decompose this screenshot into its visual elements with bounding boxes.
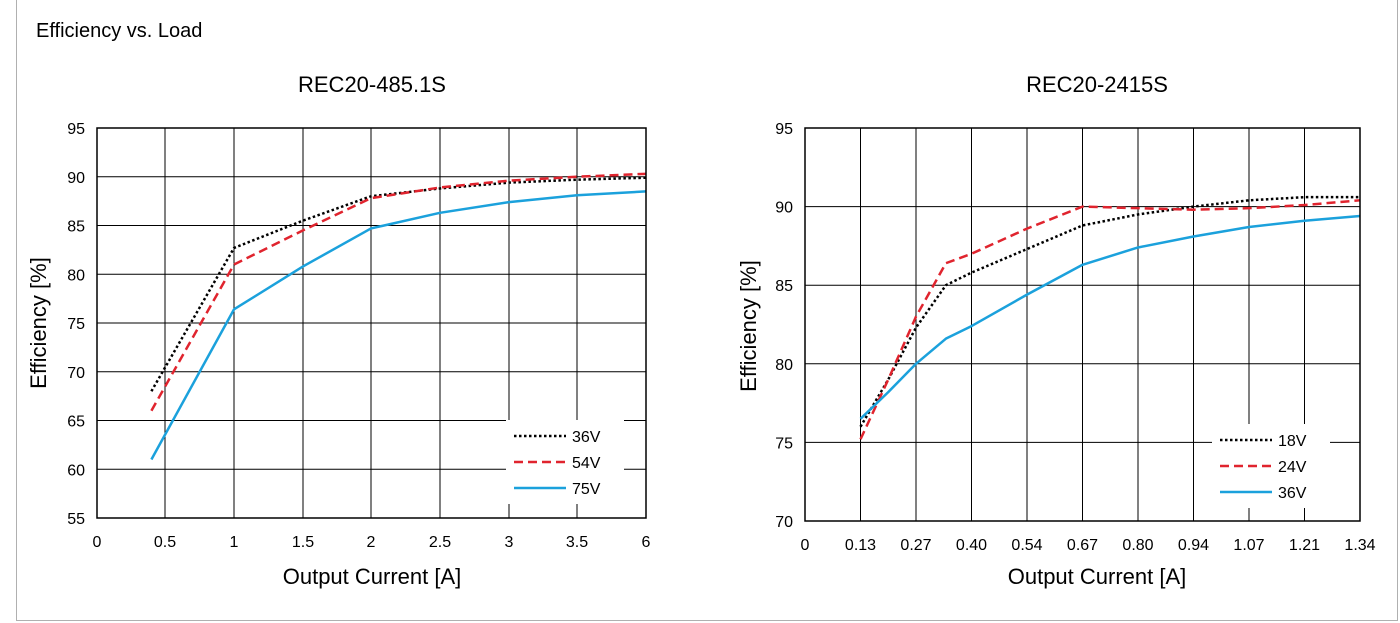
chart-2-title: REC20-2415S [1026, 72, 1168, 97]
chart-1-y-tick-label: 55 [67, 511, 85, 528]
chart-2-x-tick-label: 1.07 [1233, 537, 1264, 554]
chart-2-y-tick-label: 80 [775, 357, 793, 374]
chart-1-legend-label-54V: 54V [572, 455, 601, 472]
chart-1-y-axis-label: Efficiency [%] [26, 257, 51, 389]
chart-1-series-54V-line [150, 172, 647, 412]
chart-2-legend-label-36V: 36V [1278, 485, 1307, 502]
chart-1-plot-frame [96, 127, 647, 519]
chart-2-x-tick-label: 0.13 [845, 537, 876, 554]
chart-1-x-tick-label: 1 [230, 534, 239, 551]
chart-2-x-tick-label: 0.40 [956, 537, 987, 554]
chart-1-y-tick-label: 85 [67, 219, 85, 236]
chart-1-x-tick-label: 3 [505, 534, 514, 551]
chart-2-x-axis-label: Output Current [A] [1008, 564, 1187, 589]
chart-1-x-tick-label: 0.5 [154, 534, 176, 551]
chart-1-y-tick-label: 80 [67, 267, 85, 284]
chart-2-y-axis-label: Efficiency [%] [736, 260, 761, 392]
chart-1-x-tick-label: 0 [93, 534, 102, 551]
chart-2-legend-label-18V: 18V [1278, 433, 1307, 450]
chart-1-x-axis-label: Output Current [A] [283, 564, 462, 589]
chart-2-legend-label-24V: 24V [1278, 459, 1307, 476]
chart-2-x-tick-label: 0.54 [1011, 537, 1042, 554]
chart-1-series-75V-line [150, 190, 647, 461]
chart-1-x-tick-label: 6 [642, 534, 651, 551]
chart-2-y-tick-label: 70 [775, 514, 793, 531]
chart-2-y-tick-label: 85 [775, 278, 793, 295]
chart-2-plot-frame [804, 127, 1361, 522]
chart-1-x-tick-label: 3.5 [566, 534, 588, 551]
chart-2-series-36V-line [859, 214, 1361, 420]
chart-1-y-tick-label: 75 [67, 316, 85, 333]
chart-2-x-tick-label: 1.21 [1289, 537, 1320, 554]
chart-2-y-tick-label: 95 [775, 121, 793, 138]
chart-2-x-tick-label: 1.34 [1344, 537, 1375, 554]
chart-2-y-tick-label: 75 [775, 435, 793, 452]
chart-1-series-36V-line [150, 176, 647, 392]
chart-2-series-24V-line [859, 199, 1361, 440]
chart-1-y-tick-label: 90 [67, 170, 85, 187]
chart-1-x-tick-label: 2.5 [429, 534, 451, 551]
figure-header-title: Efficiency vs. Load [36, 20, 203, 42]
chart-2-x-tick-label: 0 [801, 537, 810, 554]
chart-1-x-tick-label: 1.5 [292, 534, 314, 551]
chart-1-y-tick-label: 70 [67, 365, 85, 382]
chart-1-y-tick-label: 95 [67, 121, 85, 138]
chart-2-x-tick-label: 0.67 [1067, 537, 1098, 554]
chart-1-x-tick-label: 2 [367, 534, 376, 551]
chart-1-legend-label-36V: 36V [572, 429, 601, 446]
chart-1-y-tick-label: 60 [67, 462, 85, 479]
chart-2-x-tick-label: 0.94 [1178, 537, 1209, 554]
chart-2-x-tick-label: 0.27 [900, 537, 931, 554]
chart-2-series-18V-line [859, 195, 1360, 428]
chart-1-title: REC20-485.1S [298, 72, 446, 97]
chart-2-y-tick-label: 90 [775, 200, 793, 217]
chart-1-y-tick-label: 65 [67, 414, 85, 431]
chart-2-x-tick-label: 0.80 [1122, 537, 1153, 554]
chart-1-legend-label-75V: 75V [572, 481, 601, 498]
